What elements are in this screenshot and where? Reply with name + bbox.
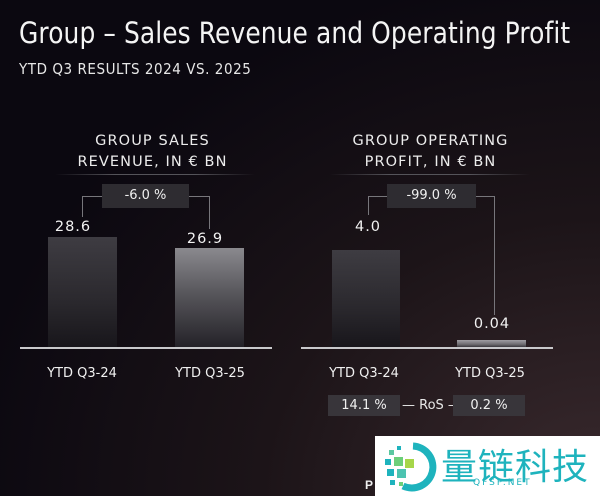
chart-divider bbox=[330, 174, 530, 175]
category-label: YTD Q3-24 bbox=[329, 366, 399, 381]
watermark-logo-icon bbox=[385, 442, 437, 492]
category-label: YTD Q3-25 bbox=[455, 366, 525, 381]
delta-badge: -99.0 % bbox=[387, 184, 476, 208]
delta-connector-right bbox=[476, 196, 495, 315]
bar-value-label: 28.6 bbox=[54, 219, 92, 235]
chart-divider bbox=[55, 174, 255, 175]
chart-title-line1: GROUP SALES bbox=[95, 133, 210, 149]
bar-value-label: 26.9 bbox=[186, 231, 224, 247]
bar-ytd-q3-24 bbox=[48, 237, 117, 347]
delta-badge: -6.0 % bbox=[102, 184, 189, 208]
chart-title: GROUP SALES REVENUE, IN € BN bbox=[40, 131, 265, 173]
page-title: Group – Sales Revenue and Operating Prof… bbox=[19, 16, 571, 50]
chart-title-line2: PROFIT, IN € BN bbox=[364, 154, 497, 170]
bar-ytd-q3-25 bbox=[457, 340, 526, 347]
delta-connector-left bbox=[368, 196, 388, 215]
bar-value-label: 0.04 bbox=[473, 316, 511, 332]
bar-ytd-q3-25 bbox=[175, 248, 244, 347]
ros-value-2024: 14.1 % bbox=[328, 395, 400, 416]
chart-title-line1: GROUP OPERATING bbox=[352, 133, 509, 149]
watermark-text-cn: 量链科技 bbox=[441, 447, 590, 488]
category-label: YTD Q3-24 bbox=[47, 366, 117, 381]
ros-value-2025: 0.2 % bbox=[453, 395, 525, 416]
chart-title-line2: REVENUE, IN € BN bbox=[77, 154, 228, 170]
bar-value-label: 4.0 bbox=[354, 219, 382, 235]
delta-connector-right bbox=[189, 196, 210, 229]
watermark: 量链科技 QFSP.NET bbox=[375, 436, 600, 496]
ros-label: — RoS — bbox=[402, 398, 461, 413]
watermark-text-en: QFSP.NET bbox=[473, 478, 532, 488]
category-label: YTD Q3-25 bbox=[175, 366, 245, 381]
chart-baseline bbox=[20, 347, 272, 349]
chart-title: GROUP OPERATING PROFIT, IN € BN bbox=[318, 131, 543, 173]
page-subtitle: YTD Q3 RESULTS 2024 VS. 2025 bbox=[19, 60, 252, 78]
chart-baseline bbox=[301, 347, 553, 349]
delta-connector-left bbox=[82, 196, 103, 217]
bar-ytd-q3-24 bbox=[332, 250, 400, 347]
partial-logo-letter: P bbox=[365, 478, 374, 492]
